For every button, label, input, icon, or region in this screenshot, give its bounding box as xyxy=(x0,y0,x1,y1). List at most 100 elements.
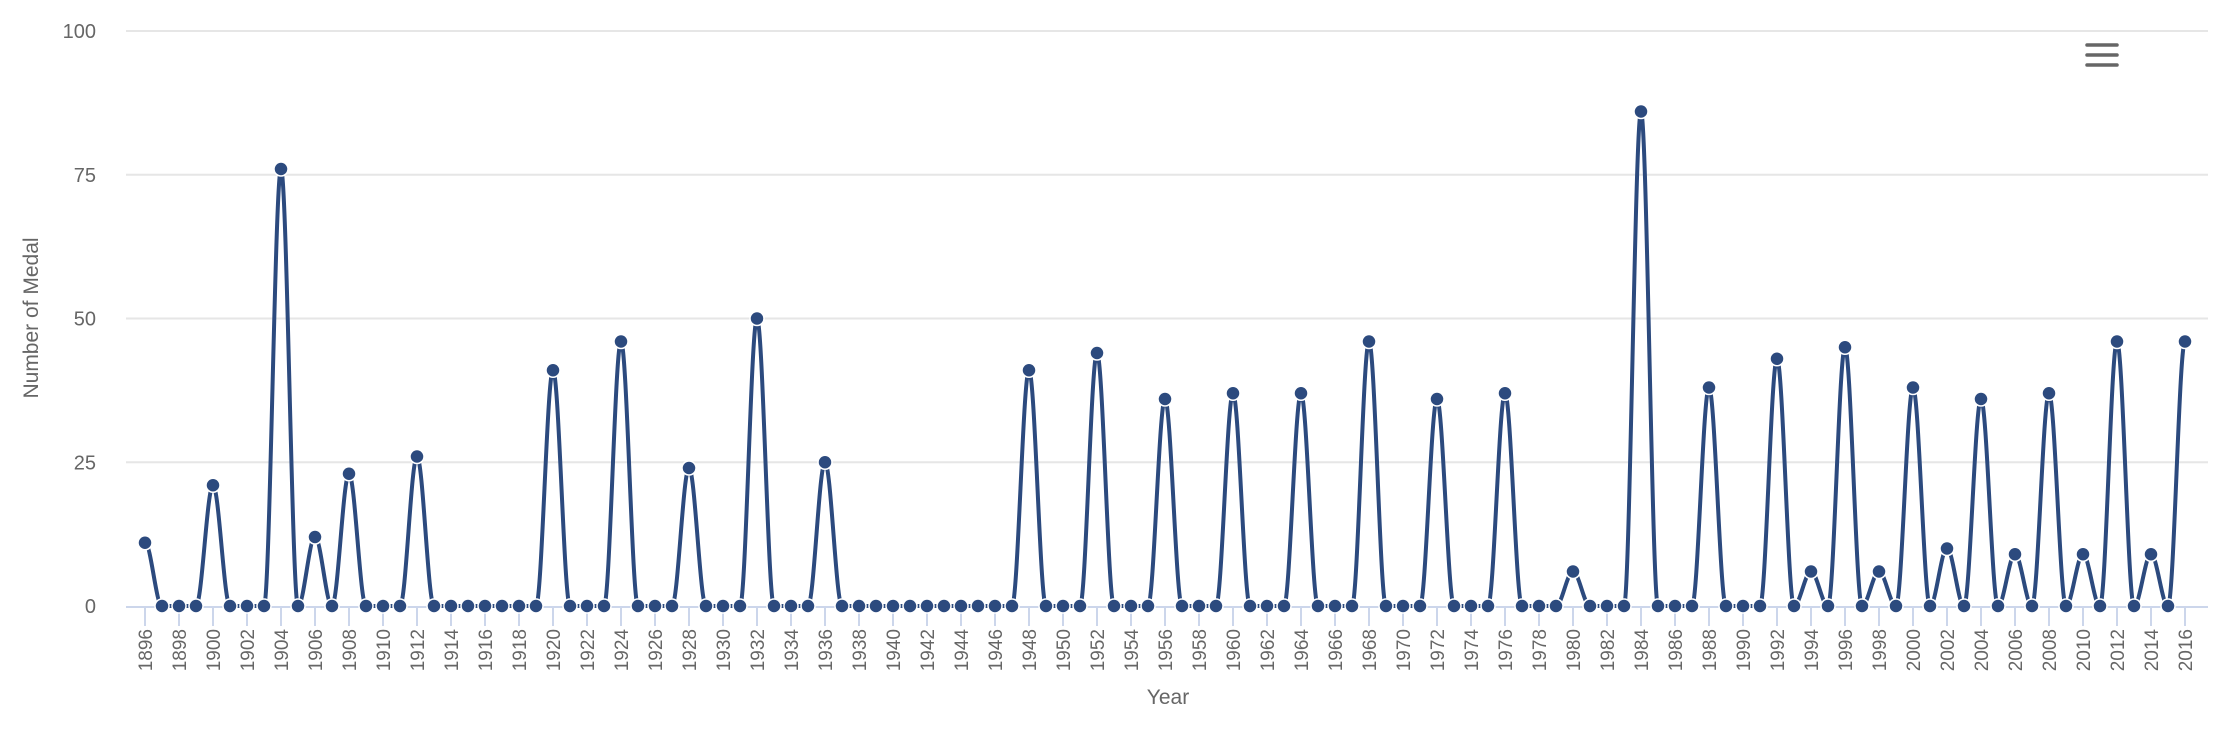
data-point-2008[interactable] xyxy=(2041,385,2057,401)
data-point-1971[interactable] xyxy=(1412,598,1428,614)
data-point-2006[interactable] xyxy=(2007,546,2023,562)
data-point-1998[interactable] xyxy=(1871,563,1887,580)
data-point-1927[interactable] xyxy=(664,598,680,614)
data-point-1960[interactable] xyxy=(1225,385,1241,401)
data-point-1926[interactable] xyxy=(647,598,663,614)
data-point-1964[interactable] xyxy=(1293,385,1309,401)
data-point-1977[interactable] xyxy=(1514,598,1530,614)
data-point-1970[interactable] xyxy=(1395,598,1411,614)
data-point-1974[interactable] xyxy=(1463,598,1479,614)
data-point-1987[interactable] xyxy=(1684,598,1700,614)
data-point-1980[interactable] xyxy=(1565,563,1581,580)
data-point-1914[interactable] xyxy=(443,598,459,614)
data-point-2015[interactable] xyxy=(2160,598,2176,614)
data-point-1922[interactable] xyxy=(579,598,595,614)
data-point-1913[interactable] xyxy=(426,598,442,614)
data-point-1955[interactable] xyxy=(1140,598,1156,614)
data-point-2010[interactable] xyxy=(2075,546,2091,562)
data-point-1993[interactable] xyxy=(1786,598,1802,614)
data-point-1953[interactable] xyxy=(1106,598,1122,614)
data-point-1910[interactable] xyxy=(375,598,391,614)
data-point-1900[interactable] xyxy=(205,477,221,493)
data-point-1986[interactable] xyxy=(1667,598,1683,614)
data-point-1924[interactable] xyxy=(613,333,629,350)
data-point-1982[interactable] xyxy=(1599,598,1615,614)
data-point-1936[interactable] xyxy=(817,454,833,470)
data-point-1940[interactable] xyxy=(885,598,901,614)
data-point-1908[interactable] xyxy=(341,466,357,482)
data-point-1951[interactable] xyxy=(1072,598,1088,614)
data-point-1920[interactable] xyxy=(545,362,561,378)
data-point-1918[interactable] xyxy=(511,598,527,614)
data-point-1930[interactable] xyxy=(715,598,731,614)
data-point-1956[interactable] xyxy=(1157,391,1173,407)
data-point-2014[interactable] xyxy=(2143,546,2159,562)
data-point-1931[interactable] xyxy=(732,598,748,614)
data-point-1919[interactable] xyxy=(528,598,544,614)
data-point-1937[interactable] xyxy=(834,598,850,614)
data-point-1979[interactable] xyxy=(1548,598,1564,614)
data-point-1999[interactable] xyxy=(1888,598,1904,614)
data-point-1942[interactable] xyxy=(919,598,935,614)
data-point-1988[interactable] xyxy=(1701,379,1717,396)
data-point-2001[interactable] xyxy=(1922,598,1938,614)
data-point-1950[interactable] xyxy=(1055,598,1071,614)
data-point-1905[interactable] xyxy=(290,598,306,614)
data-point-1968[interactable] xyxy=(1361,333,1377,350)
data-point-1954[interactable] xyxy=(1123,598,1139,614)
data-point-1959[interactable] xyxy=(1208,598,1224,614)
data-point-1904[interactable] xyxy=(273,161,289,177)
data-point-1935[interactable] xyxy=(800,598,816,614)
data-point-1897[interactable] xyxy=(154,598,170,614)
data-point-1958[interactable] xyxy=(1191,598,1207,614)
data-point-1939[interactable] xyxy=(868,598,884,614)
data-point-2011[interactable] xyxy=(2092,598,2108,614)
data-point-2007[interactable] xyxy=(2024,598,2040,614)
data-point-1996[interactable] xyxy=(1837,339,1853,355)
chart-menu-button[interactable] xyxy=(2076,32,2128,78)
data-point-1912[interactable] xyxy=(409,448,425,465)
data-point-1975[interactable] xyxy=(1480,598,1496,614)
data-point-1997[interactable] xyxy=(1854,598,1870,614)
data-point-1992[interactable] xyxy=(1769,351,1785,367)
data-point-1991[interactable] xyxy=(1752,598,1768,614)
data-point-1941[interactable] xyxy=(902,598,918,614)
data-point-1981[interactable] xyxy=(1582,598,1598,614)
data-point-1938[interactable] xyxy=(851,598,867,614)
data-point-1995[interactable] xyxy=(1820,598,1836,614)
data-point-1916[interactable] xyxy=(477,598,493,614)
data-point-1989[interactable] xyxy=(1718,598,1734,614)
data-point-1911[interactable] xyxy=(392,598,408,614)
data-point-1901[interactable] xyxy=(222,598,238,614)
data-point-1945[interactable] xyxy=(970,598,986,614)
data-point-2002[interactable] xyxy=(1939,540,1955,557)
data-point-1973[interactable] xyxy=(1446,598,1462,614)
data-point-1902[interactable] xyxy=(239,598,255,614)
data-point-1965[interactable] xyxy=(1310,598,1326,614)
data-point-1899[interactable] xyxy=(188,598,204,614)
data-point-1934[interactable] xyxy=(783,598,799,614)
data-point-2000[interactable] xyxy=(1905,379,1921,396)
data-point-1917[interactable] xyxy=(494,598,510,614)
data-point-1923[interactable] xyxy=(596,598,612,614)
data-point-1907[interactable] xyxy=(324,598,340,614)
data-point-1961[interactable] xyxy=(1242,598,1258,614)
data-point-1984[interactable] xyxy=(1633,103,1649,120)
data-point-1947[interactable] xyxy=(1004,598,1020,614)
data-point-1990[interactable] xyxy=(1735,598,1751,614)
data-point-1896[interactable] xyxy=(137,535,153,551)
data-point-1943[interactable] xyxy=(936,598,952,614)
data-point-1929[interactable] xyxy=(698,598,714,614)
data-point-1909[interactable] xyxy=(358,598,374,614)
data-point-1952[interactable] xyxy=(1089,345,1105,361)
data-point-2013[interactable] xyxy=(2126,598,2142,614)
data-point-1903[interactable] xyxy=(256,598,272,614)
data-point-1949[interactable] xyxy=(1038,598,1054,614)
data-point-1946[interactable] xyxy=(987,598,1003,614)
data-point-1898[interactable] xyxy=(171,598,187,614)
data-point-1963[interactable] xyxy=(1276,598,1292,614)
data-point-1906[interactable] xyxy=(307,529,323,545)
data-point-1962[interactable] xyxy=(1259,598,1275,614)
data-point-2005[interactable] xyxy=(1990,598,2006,614)
data-point-1915[interactable] xyxy=(460,598,476,614)
